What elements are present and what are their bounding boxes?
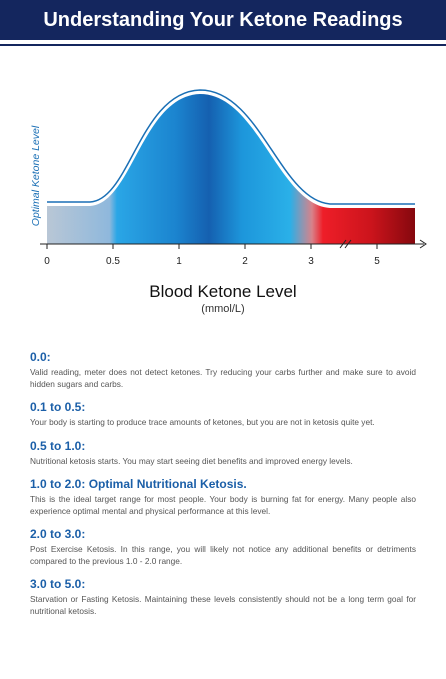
x-tick-label: 0.5 [106,256,120,267]
section-heading: 3.0 to 5.0: [30,577,86,591]
header-rule [0,44,446,46]
section-text: Post Exercise Ketosis. In this range, yo… [30,544,416,566]
curve-outline [47,89,415,205]
x-tick-label: 3 [308,256,314,267]
x-tick-label: 0 [44,256,50,267]
section: 1.0 to 2.0: Optimal Nutritional Ketosis.… [30,477,416,517]
chart-title: Blood Ketone Level [149,282,296,301]
ketone-chart: Optimal Ketone Level 0 0.5 1 2 3 5 Blood Keto… [30,89,427,315]
section-text: Valid reading, meter does not detect ket… [30,367,416,389]
chart-subtitle: (mmol/L) [201,303,244,315]
section: 0.1 to 0.5: Your body is starting to prod… [30,400,416,429]
x-tick-label: 5 [374,256,380,267]
axis-arrow [419,239,427,249]
curve-fill [47,94,415,244]
x-tick-label: 1 [176,256,182,267]
section-text: This is the ideal target range for most … [30,494,416,516]
axis-break [339,239,352,249]
section: 3.0 to 5.0: Starvation or Fasting Ketosis… [30,577,416,617]
section-heading: 0.5 to 1.0: [30,438,86,453]
sections: 0.0: Valid reading, meter does not detect… [30,350,416,627]
section-text: Starvation or Fasting Ketosis. Maintaini… [30,594,416,616]
section-heading: 2.0 to 3.0: [30,527,86,541]
section-heading: 1.0 to 2.0: Optimal Nutritional Ketosis. [30,477,247,491]
section-heading: 0.1 to 0.5: [30,400,86,414]
section: 0.0: Valid reading, meter does not detect… [30,350,416,390]
section-text: Nutritional ketosis starts. You may star… [30,455,353,466]
section: 2.0 to 3.0: Post Exercise Ketosis. In thi… [30,527,416,567]
y-axis-label: Optimal Ketone Level [30,125,42,226]
section: 0.5 to 1.0: Nutritional ketosis starts. Y… [30,439,416,468]
section-heading: 0.0: [30,350,51,364]
header-title: Understanding Your Ketone Readings [0,0,446,40]
x-tick-label: 2 [242,256,248,267]
section-text: Your body is starting to produce trace a… [30,417,375,427]
